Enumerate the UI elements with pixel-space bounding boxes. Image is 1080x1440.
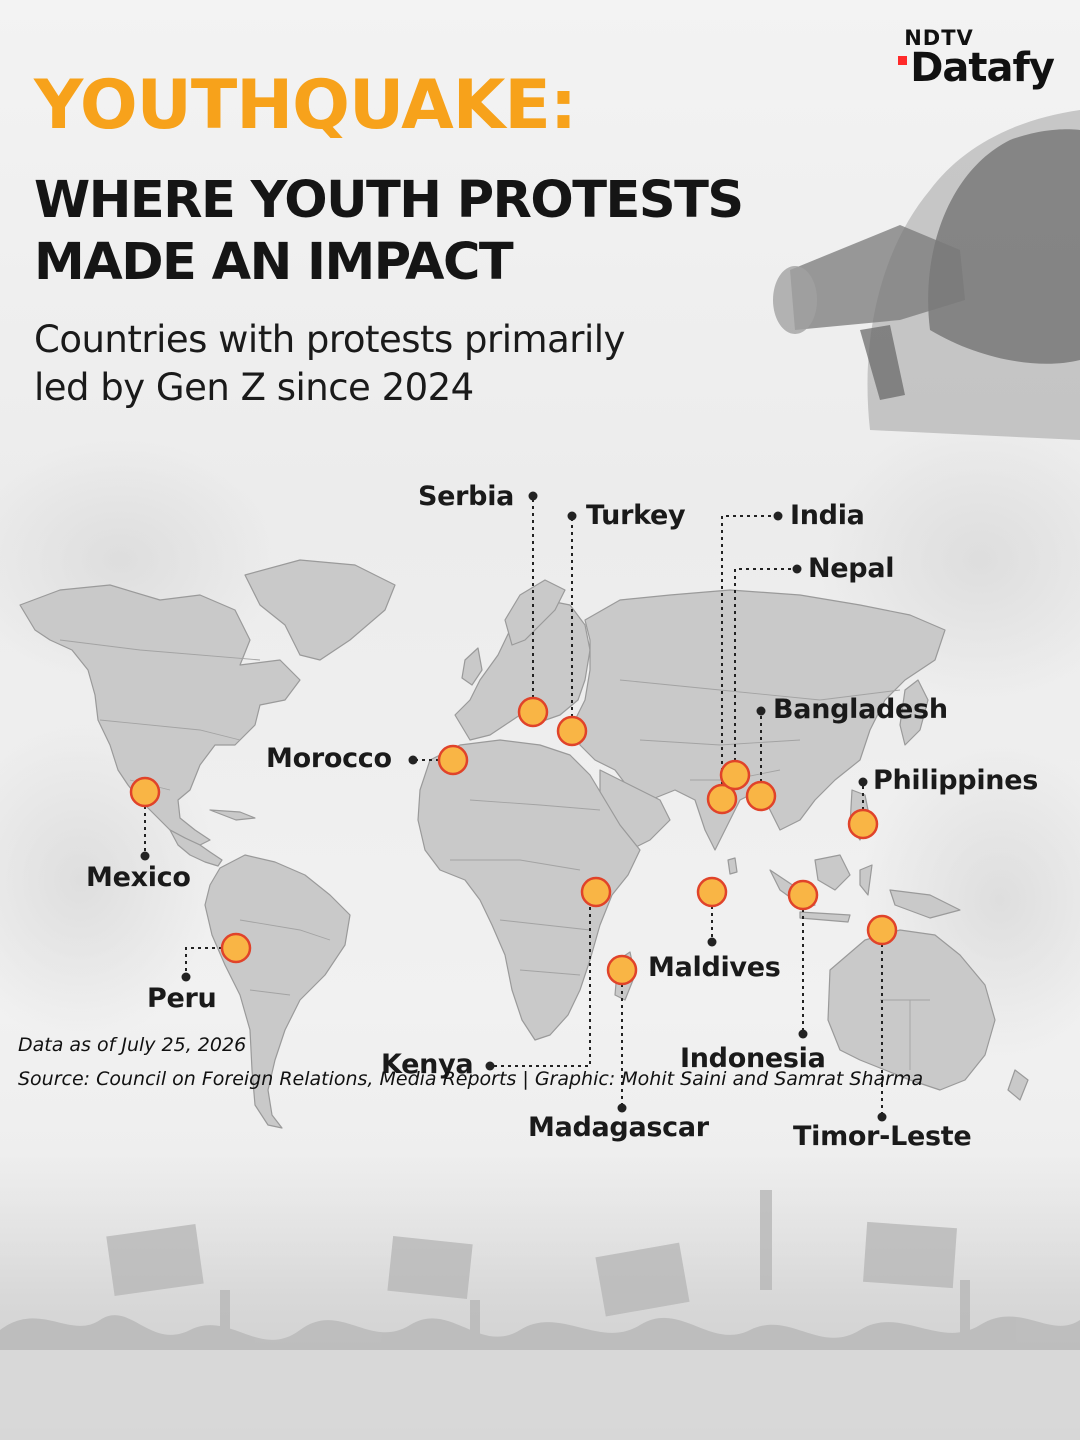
greenland: [244, 559, 396, 661]
north-america: [19, 584, 301, 846]
ndtv-datafy-logo: NDTV Datafy: [898, 26, 1055, 91]
label-madagascar: Madagascar: [528, 1112, 709, 1143]
land-masses: [19, 559, 1029, 1129]
leader-dot-serbia: [528, 491, 538, 501]
marker-india: [706, 783, 738, 815]
description-line-2: led by Gen Z since 2024: [34, 366, 474, 409]
description-line-1: Countries with protests primarily: [34, 318, 625, 361]
java: [799, 911, 851, 923]
marker-indonesia: [787, 879, 819, 911]
label-philippines: Philippines: [873, 765, 1038, 796]
label-turkey: Turkey: [586, 500, 686, 531]
label-timor-leste: Timor-Leste: [793, 1121, 972, 1152]
logo-ndtv: NDTV: [904, 26, 974, 50]
australia: [827, 929, 996, 1091]
leader-dot-indonesia: [798, 1029, 808, 1039]
leader-dot-madagascar: [617, 1103, 627, 1113]
source-note: Source: Council on Foreign Relations, Me…: [18, 1068, 924, 1090]
label-nepal: Nepal: [808, 553, 895, 584]
leader-line-kenya: [490, 891, 596, 1067]
marker-serbia: [517, 696, 549, 728]
marker-kenya: [580, 876, 612, 908]
leader-line-peru: [185, 947, 236, 977]
leader-dot-morocco: [408, 755, 418, 765]
label-morocco: Morocco: [266, 743, 392, 774]
leader-dot-mexico: [140, 851, 150, 861]
subtitle-line-2: MADE AN IMPACT: [34, 233, 514, 292]
british-isles: [461, 647, 483, 686]
label-mexico: Mexico: [86, 862, 191, 893]
page-title: YOUTHQUAKE:: [34, 66, 577, 145]
marker-philippines: [847, 808, 879, 840]
new-zealand: [1007, 1069, 1029, 1101]
south-america: [204, 854, 351, 1129]
marker-peru: [220, 932, 252, 964]
marker-nepal: [719, 759, 751, 791]
leader-line-nepal: [734, 568, 797, 775]
leader-dot-peru: [181, 972, 191, 982]
leader-dot-maldives: [707, 937, 717, 947]
sulawesi: [859, 864, 873, 896]
asia: [574, 589, 946, 851]
caribbean: [209, 809, 256, 821]
scandinavia: [504, 579, 566, 646]
protester-illustration: [773, 110, 1080, 440]
data-date-note: Data as of July 25, 2026: [18, 1034, 247, 1056]
japan: [899, 679, 929, 746]
logo-dot: [898, 56, 908, 65]
label-india: India: [790, 500, 865, 531]
new-guinea: [889, 889, 961, 919]
marker-turkey: [556, 715, 588, 747]
borneo: [814, 854, 851, 891]
label-serbia: Serbia: [418, 481, 515, 512]
marker-bangladesh: [745, 780, 777, 812]
country-borders: [59, 639, 930, 1070]
label-indonesia: Indonesia: [680, 1043, 826, 1074]
marker-morocco: [437, 744, 469, 776]
sri-lanka: [727, 857, 738, 875]
protest-markers: [129, 696, 898, 986]
leader-dot-philippines: [858, 777, 868, 787]
logo-datafy: Datafy: [910, 45, 1055, 91]
marker-maldives: [696, 876, 728, 908]
central-america: [169, 829, 223, 867]
marker-madagascar: [606, 954, 638, 986]
subtitle-line-1: WHERE YOUTH PROTESTS: [34, 171, 744, 230]
leader-dot-bangladesh: [756, 706, 766, 716]
page-subtitle: WHERE YOUTH PROTESTS MADE AN IMPACT: [34, 170, 744, 294]
marker-timor-leste: [866, 914, 898, 946]
label-maldives: Maldives: [648, 952, 781, 983]
label-peru: Peru: [147, 983, 217, 1014]
marker-mexico: [129, 776, 161, 808]
leader-dots: [140, 491, 887, 1122]
label-bangladesh: Bangladesh: [773, 694, 948, 725]
leader-dot-nepal: [792, 564, 802, 574]
leader-dot-kenya: [485, 1061, 495, 1071]
leader-dot-turkey: [567, 511, 577, 521]
leader-line-india: [721, 515, 778, 799]
page-description: Countries with protests primarily led by…: [34, 316, 625, 412]
africa: [417, 739, 641, 1041]
leader-dot-india: [773, 511, 783, 521]
leader-dot-timor-leste: [877, 1112, 887, 1122]
label-kenya: Kenya: [381, 1049, 474, 1080]
